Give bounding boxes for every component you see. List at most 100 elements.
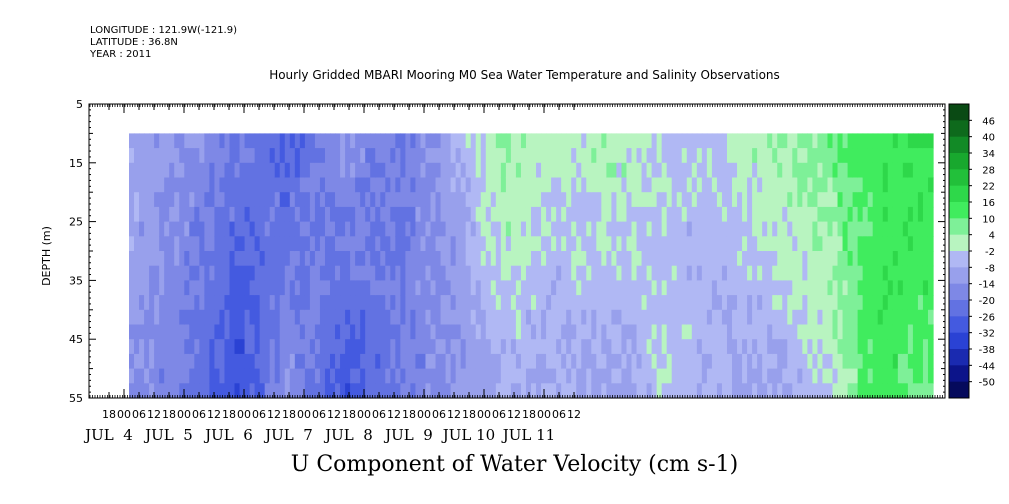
- heatmap-cell: [410, 383, 417, 399]
- heatmap-cell: [872, 295, 879, 311]
- heatmap-cell: [355, 280, 361, 296]
- heatmap-cell: [847, 324, 854, 340]
- heatmap-cell: [335, 148, 341, 164]
- heatmap-cell: [269, 295, 276, 311]
- heatmap-cell: [792, 368, 798, 384]
- heatmap-cell: [380, 265, 386, 281]
- heatmap-cell: [510, 192, 517, 208]
- heatmap-cell: [139, 295, 145, 311]
- heatmap-cell: [691, 383, 698, 399]
- heatmap-cell: [661, 324, 668, 340]
- heatmap-cell: [726, 251, 733, 267]
- heatmap-cell: [696, 162, 703, 179]
- heatmap-cell: [199, 251, 205, 267]
- heatmap-cell: [531, 295, 537, 311]
- colorbar-swatch: [949, 316, 969, 334]
- heatmap-cell: [621, 353, 628, 370]
- heatmap-cell: [435, 280, 442, 296]
- heatmap-cell: [747, 339, 753, 355]
- heatmap-cell: [294, 324, 301, 340]
- heatmap-cell: [807, 265, 814, 281]
- heatmap-cell: [129, 280, 135, 296]
- heatmap-cell: [596, 148, 602, 164]
- heatmap-cell: [867, 309, 874, 326]
- heatmap-cell: [164, 236, 170, 252]
- heatmap-cell: [335, 236, 341, 252]
- heatmap-cell: [782, 265, 788, 281]
- heatmap-cell: [636, 133, 643, 149]
- heatmap-cell: [460, 236, 467, 252]
- heatmap-cell: [661, 368, 668, 384]
- heatmap-cell: [189, 324, 195, 340]
- heatmap-cell: [641, 192, 648, 208]
- heatmap-cell: [867, 265, 874, 281]
- heatmap-cell: [435, 236, 442, 252]
- heatmap-cell: [842, 383, 849, 399]
- heatmap-cell: [661, 383, 668, 399]
- heatmap-cell: [611, 192, 618, 208]
- heatmap-cell: [214, 265, 221, 281]
- heatmap-cell: [144, 162, 150, 179]
- heatmap-cell: [732, 280, 738, 296]
- heatmap-cell: [219, 383, 226, 399]
- heatmap-cell: [671, 295, 678, 311]
- heatmap-cell: [711, 280, 718, 296]
- heatmap-cell: [641, 162, 648, 179]
- heatmap-cell: [405, 339, 412, 355]
- heatmap-cell: [817, 368, 824, 384]
- heatmap-cell: [284, 192, 291, 208]
- heatmap-cell: [455, 353, 462, 370]
- heatmap-cell: [827, 383, 834, 399]
- heatmap-cell: [500, 133, 507, 149]
- heatmap-cell: [199, 309, 205, 326]
- heatmap-cell: [676, 383, 683, 399]
- heatmap-cell: [626, 148, 633, 164]
- heatmap-cell: [470, 353, 477, 370]
- heatmap-cell: [591, 280, 597, 296]
- heatmap-cell: [581, 280, 587, 296]
- heatmap-cell: [546, 221, 552, 237]
- heatmap-cell: [641, 309, 648, 326]
- heatmap-cell: [651, 148, 658, 164]
- heatmap-cell: [752, 265, 758, 281]
- heatmap-cell: [917, 368, 924, 384]
- colorbar-label: -50: [979, 378, 995, 389]
- heatmap-cell: [284, 265, 291, 281]
- heatmap-cell: [330, 295, 336, 311]
- heatmap-cell: [902, 148, 909, 164]
- heatmap-cell: [872, 221, 879, 237]
- heatmap-cell: [586, 353, 592, 370]
- heatmap-cell: [762, 148, 768, 164]
- heatmap-cell: [787, 236, 793, 252]
- heatmap-cell: [425, 162, 432, 179]
- heatmap-cell: [154, 309, 160, 326]
- heatmap-cell: [802, 133, 808, 149]
- heatmap-cell: [772, 368, 778, 384]
- heatmap-cell: [350, 148, 356, 164]
- heatmap-cell: [787, 133, 793, 149]
- heatmap-cell: [762, 280, 768, 296]
- heatmap-cell: [350, 265, 356, 281]
- heatmap-cell: [194, 265, 200, 281]
- heatmap-cell: [596, 324, 602, 340]
- heatmap-cell: [576, 177, 582, 193]
- heatmap-cell: [862, 353, 869, 370]
- heatmap-cell: [701, 251, 708, 267]
- heatmap-cell: [410, 309, 417, 326]
- colorbar-label: -26: [979, 312, 995, 323]
- heatmap-cell: [415, 162, 422, 179]
- heatmap-cell: [616, 148, 623, 164]
- heatmap-cell: [611, 368, 618, 384]
- heatmap-cell: [892, 206, 899, 223]
- heatmap-cell: [912, 353, 919, 370]
- heatmap-cell: [490, 162, 497, 179]
- heatmap-cell: [581, 236, 587, 252]
- heatmap-cell: [164, 295, 170, 311]
- heatmap-cell: [214, 162, 221, 179]
- heatmap-cell: [742, 295, 748, 311]
- heatmap-cell: [375, 177, 381, 193]
- heatmap-cell: [902, 309, 909, 326]
- heatmap-cell: [536, 192, 542, 208]
- heatmap-cell: [470, 383, 477, 399]
- heatmap-cell: [440, 236, 447, 252]
